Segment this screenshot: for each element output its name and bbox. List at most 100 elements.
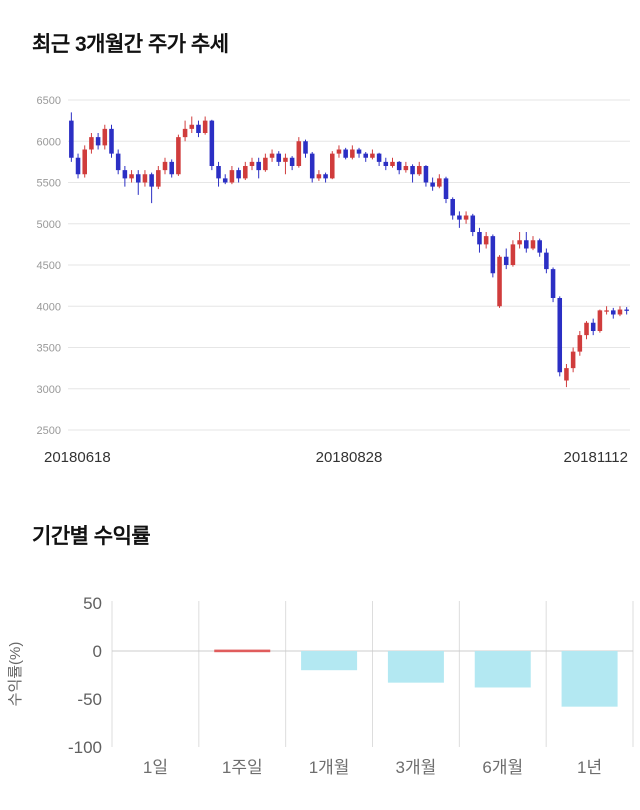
candlestick [383, 157, 389, 171]
candlestick [109, 124, 114, 158]
y-axis-title: 수익률(%) [7, 642, 24, 707]
candle-body [457, 215, 462, 220]
x-tick-label: 20181112 [563, 449, 628, 466]
category-label: 1주일 [222, 758, 263, 777]
candlestick [222, 174, 228, 185]
price-y-axis: 6500 6000 5500 5000 4500 4000 3500 3000 2500 [37, 95, 61, 437]
candlestick [530, 236, 536, 251]
candlestick [303, 139, 308, 158]
candlestick [95, 133, 101, 150]
candle-body [162, 161, 168, 171]
candle-body [497, 256, 502, 307]
candlestick [142, 170, 148, 187]
candle-body [350, 149, 355, 158]
candlestick [249, 157, 255, 171]
candlestick [276, 151, 282, 166]
category-label: 3개월 [396, 758, 437, 777]
candle-body [443, 178, 449, 199]
candle-body [423, 166, 429, 183]
candlestick [182, 120, 188, 142]
price-candlestick-chart: 6500 6000 5500 5000 4500 4000 3500 3000 2500 2018… [37, 95, 630, 466]
candle-body [122, 170, 128, 179]
category-label: 1년 [577, 758, 602, 777]
candle-body [69, 120, 74, 158]
candlestick [437, 174, 442, 189]
category-label: 6개월 [482, 758, 523, 777]
x-tick-label: 20180828 [316, 449, 383, 466]
candlestick [483, 232, 489, 249]
candlestick [597, 309, 603, 333]
candle-body [370, 153, 375, 158]
candle-body [597, 310, 603, 331]
candlestick [403, 161, 409, 173]
candlestick [323, 172, 328, 183]
candle-body [329, 153, 335, 179]
candle-body [283, 157, 288, 162]
candlestick [82, 145, 88, 178]
candlestick [256, 157, 261, 179]
candlestick [269, 149, 275, 162]
y-tick-label: 6000 [37, 136, 61, 148]
candlestick [162, 157, 168, 175]
candle-body [316, 174, 322, 179]
candle-body [463, 215, 469, 220]
y-tick-label: 5000 [37, 219, 61, 231]
candle-body [135, 174, 141, 183]
candlestick [490, 234, 496, 278]
candle-body [156, 170, 161, 187]
candle-body [256, 161, 261, 171]
candle-body [115, 153, 121, 171]
candle-body [570, 351, 576, 369]
x-tick-label: 20180618 [44, 449, 111, 466]
candlestick [370, 149, 375, 160]
candlestick [610, 307, 616, 319]
return-bars [214, 649, 618, 707]
candle-body [550, 269, 556, 298]
candle-body [430, 182, 435, 187]
candlestick [350, 145, 355, 160]
candlestick [416, 161, 422, 176]
candlestick [396, 161, 402, 175]
candle-body [490, 236, 496, 274]
candlestick [122, 166, 128, 187]
candlestick [69, 112, 74, 162]
candle-body [75, 157, 81, 175]
candle-body [263, 157, 268, 171]
candle-body [269, 153, 275, 158]
candle-body [89, 137, 94, 150]
candle-body [503, 256, 509, 265]
candle-body [517, 240, 522, 245]
candlestick [75, 153, 81, 179]
candle-body [610, 310, 616, 315]
price-x-axis: 20180618 20180828 20181112 [44, 449, 628, 466]
candle-body [182, 128, 188, 138]
candlestick [503, 248, 509, 270]
candlestick [564, 364, 569, 388]
candlestick [423, 165, 429, 187]
candle-body [410, 166, 415, 175]
y-tick-label: 3000 [37, 384, 61, 396]
y-tick-label: -100 [68, 738, 102, 757]
candle-body [363, 153, 369, 158]
candle-body [209, 120, 215, 166]
returns-bar-chart: 50 0 -50 -100 수익률(%) 1일 1주일 1개월 3개월 6개월 1년 [7, 594, 634, 777]
candle-body [396, 161, 402, 171]
candle-body [95, 137, 101, 146]
candles [69, 112, 629, 388]
candlestick [129, 170, 134, 183]
candle-body [109, 128, 114, 154]
candle-body [303, 141, 308, 154]
return-bar [561, 651, 618, 707]
return-bar [301, 651, 358, 671]
y-tick-label: 0 [93, 642, 102, 661]
candlestick [229, 166, 235, 185]
candlestick [443, 176, 449, 204]
candle-body [169, 161, 174, 175]
candlestick [156, 166, 161, 190]
y-tick-label: 2500 [37, 425, 61, 437]
candle-body [336, 149, 342, 154]
candlestick [243, 161, 248, 181]
price-trend-title: 최근 3개월간 주가 추세 [32, 33, 229, 56]
candlestick [577, 331, 583, 356]
returns-y-axis: 50 0 -50 -100 수익률(%) [7, 594, 102, 757]
